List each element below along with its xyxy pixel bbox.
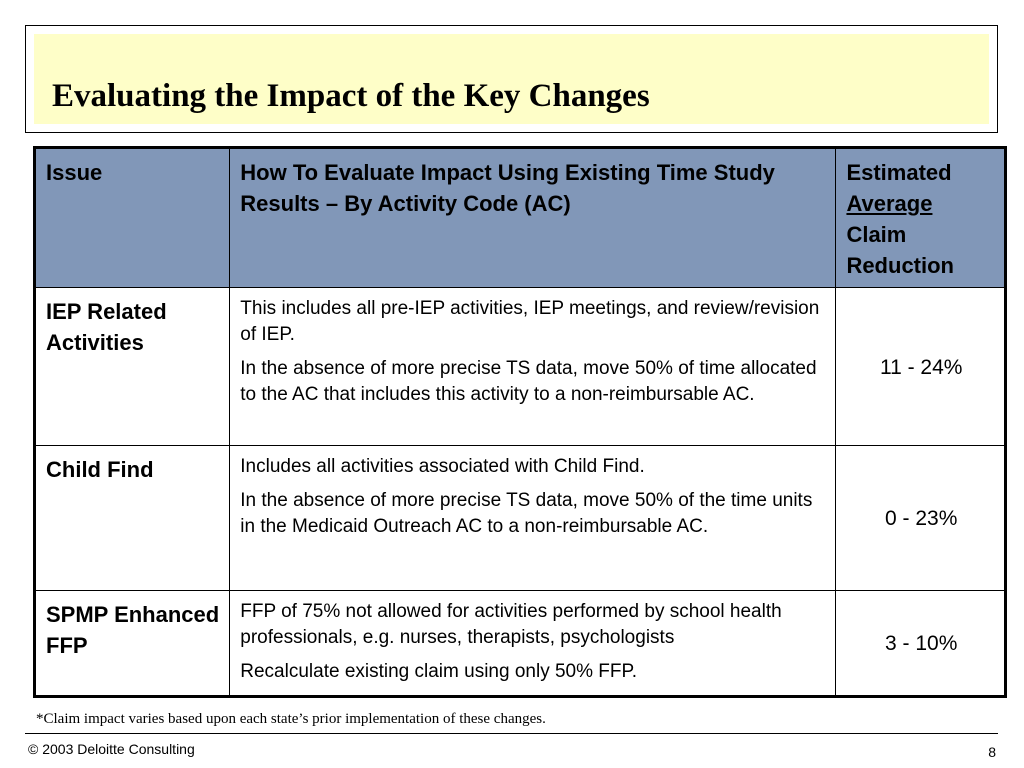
header-claim-reduction-line: Claim Reduction [846, 222, 954, 278]
header-issue: Issue [33, 147, 231, 288]
footnote: *Claim impact varies based upon each sta… [36, 711, 546, 727]
footer-divider [25, 733, 998, 734]
slide-title: Evaluating the Impact of the Key Changes [52, 78, 650, 114]
header-how-to-evaluate: How To Evaluate Impact Using Existing Ti… [229, 147, 837, 288]
copyright-text: © 2003 Deloitte Consulting [28, 741, 195, 757]
row-reduction: 0 - 23% [835, 445, 1006, 591]
row-description-line: Recalculate existing claim using only 50… [240, 661, 637, 682]
row-description: FFP of 75% not allowed for activities pe… [229, 590, 837, 697]
row-description-line: This includes all pre-IEP activities, IE… [240, 298, 820, 345]
row-description-line: In the absence of more precise TS data, … [240, 490, 813, 537]
table-row: IEP Related Activities This includes all… [33, 287, 1006, 446]
title-banner: Evaluating the Impact of the Key Changes [34, 34, 989, 124]
table-row: Child Find Includes all activities assoc… [33, 445, 1006, 591]
table-header-row: Issue How To Evaluate Impact Using Exist… [33, 147, 1006, 288]
page-number: 8 [988, 744, 996, 760]
header-estimated-line: Estimated [846, 160, 952, 185]
row-issue: IEP Related Activities [33, 287, 231, 446]
title-frame: Evaluating the Impact of the Key Changes [25, 25, 998, 133]
row-issue: Child Find [33, 445, 231, 591]
row-reduction: 3 - 10% [835, 590, 1006, 697]
row-description: This includes all pre-IEP activities, IE… [229, 287, 837, 446]
row-description-line: FFP of 75% not allowed for activities pe… [240, 601, 782, 648]
table-row: SPMP Enhanced FFP FFP of 75% not allowed… [33, 590, 1006, 697]
row-description: Includes all activities associated with … [229, 445, 837, 591]
row-description-line: Includes all activities associated with … [240, 456, 645, 477]
impact-table: Issue How To Evaluate Impact Using Exist… [33, 146, 1007, 698]
row-description-line: In the absence of more precise TS data, … [240, 358, 817, 405]
row-issue: SPMP Enhanced FFP [33, 590, 231, 697]
header-estimated-reduction: Estimated Average Claim Reduction [835, 147, 1006, 288]
row-reduction: 11 - 24% [835, 287, 1006, 446]
header-average-line: Average [846, 191, 933, 216]
